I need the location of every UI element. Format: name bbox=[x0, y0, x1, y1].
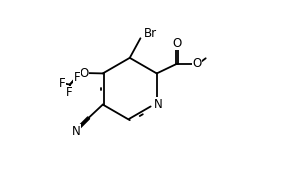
Text: F: F bbox=[59, 77, 66, 90]
Text: O: O bbox=[192, 57, 202, 70]
Text: N: N bbox=[154, 98, 162, 111]
Text: N: N bbox=[72, 125, 80, 138]
Text: F: F bbox=[74, 71, 80, 84]
Text: O: O bbox=[79, 67, 88, 80]
Text: Br: Br bbox=[144, 27, 157, 40]
Text: O: O bbox=[173, 37, 182, 50]
Text: F: F bbox=[66, 86, 72, 99]
